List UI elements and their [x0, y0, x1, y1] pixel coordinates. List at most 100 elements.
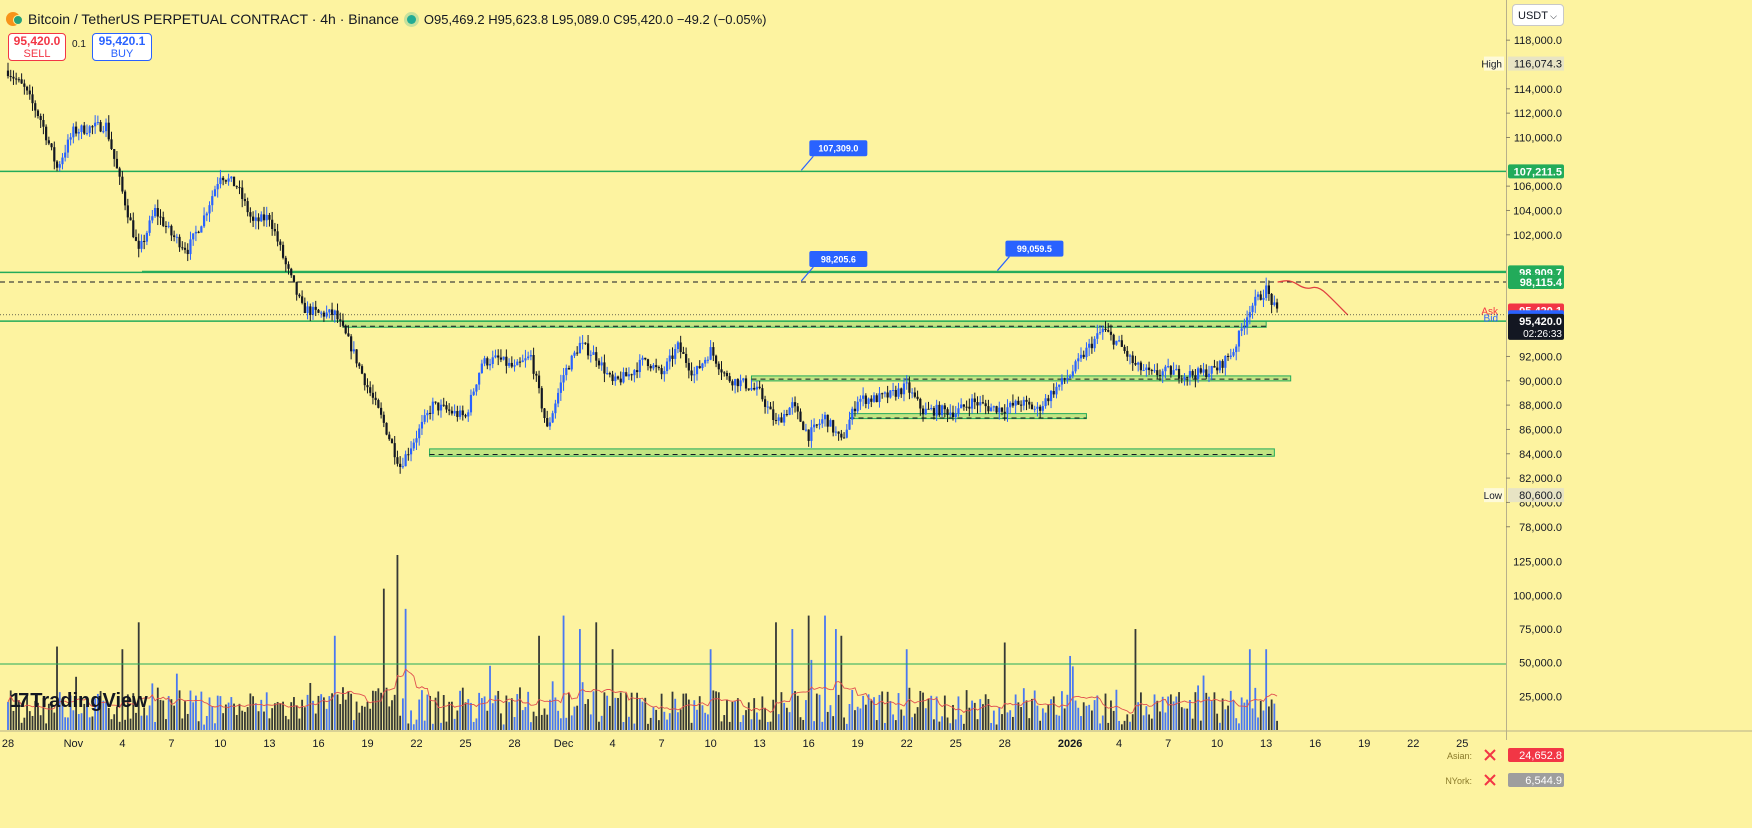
candle — [671, 355, 674, 359]
candle — [439, 404, 443, 411]
candle — [1169, 366, 1172, 375]
candle — [401, 466, 404, 468]
volume-bar — [935, 696, 938, 730]
volume-bar — [328, 696, 331, 730]
volume-bar — [273, 703, 276, 730]
volume-bar — [118, 721, 121, 730]
candle — [1226, 355, 1230, 357]
candle — [589, 354, 592, 356]
candle — [47, 140, 50, 144]
candle — [1063, 378, 1066, 380]
time-tick-label: 28 — [2, 738, 14, 750]
price-tick-label: 112,000.0 — [1514, 108, 1562, 120]
candle — [1196, 368, 1200, 379]
volume-bar — [1156, 700, 1159, 730]
volume-bar — [652, 706, 655, 730]
volume-bar — [15, 700, 18, 730]
level-label-2-box — [1508, 275, 1564, 290]
volume-bar — [396, 555, 399, 730]
candle — [205, 213, 208, 216]
volume-bar — [1240, 697, 1243, 730]
volume-bar — [497, 690, 500, 730]
volume-bar — [94, 698, 97, 730]
candle — [350, 336, 353, 352]
sell-button[interactable]: 95,420.0 SELL — [8, 33, 66, 61]
candle — [1052, 390, 1055, 395]
volume-bar — [946, 717, 949, 730]
volume-bar — [320, 694, 323, 730]
candle — [796, 406, 799, 412]
volume-bar — [208, 697, 211, 730]
symbol-title[interactable]: Bitcoin / TetherUS PERPETUAL CONTRACT · … — [28, 11, 399, 27]
candle — [134, 237, 138, 241]
candle — [924, 408, 927, 415]
candle — [706, 359, 709, 361]
volume-bar — [1259, 700, 1262, 730]
volume-bar — [224, 704, 227, 730]
candle — [649, 366, 652, 369]
time-tick-label: 16 — [312, 738, 324, 750]
candle — [115, 158, 119, 169]
time-tick-label: 2026 — [1058, 738, 1082, 750]
time-tick-label: 4 — [1116, 738, 1122, 750]
buy-button[interactable]: 95,420.1 BUY — [92, 33, 152, 61]
volume-bar — [911, 717, 914, 730]
candle — [276, 231, 279, 242]
candle — [1033, 408, 1036, 410]
tradingview-logo-icon: 17 — [10, 690, 29, 712]
volume-bar — [154, 721, 156, 730]
candle — [379, 407, 383, 415]
volume-bar — [745, 710, 747, 730]
candle — [298, 294, 301, 297]
candle — [1093, 338, 1096, 349]
volume-bar — [598, 721, 600, 730]
candle — [208, 205, 211, 214]
candle — [881, 393, 884, 395]
candle — [1186, 376, 1189, 378]
volume-bar — [486, 710, 489, 730]
volume-bar — [121, 649, 124, 730]
candle — [352, 349, 355, 352]
time-tick-label: 25 — [459, 738, 471, 750]
candle — [469, 394, 473, 413]
volume-bar — [791, 629, 794, 730]
volume-bar — [369, 708, 372, 730]
candle — [77, 132, 80, 134]
volume-bar — [805, 700, 807, 730]
volume-bar — [287, 719, 290, 730]
volume-bar — [992, 710, 995, 730]
candle — [1221, 361, 1224, 368]
candle — [1248, 312, 1251, 318]
volume-tick-label: 125,000.0 — [1513, 557, 1562, 569]
volume-bar — [666, 719, 668, 730]
time-tick-label: 22 — [901, 738, 913, 750]
time-tick-label: 10 — [704, 738, 716, 750]
candle — [532, 355, 535, 374]
volume-bar — [600, 715, 603, 730]
volume-bar — [1270, 699, 1273, 730]
volume-bar — [331, 693, 333, 730]
candle — [322, 312, 326, 317]
high-value-box — [1508, 56, 1564, 71]
volume-bar — [453, 718, 456, 730]
candle — [262, 214, 266, 221]
candle — [1224, 355, 1227, 368]
candle — [407, 454, 410, 456]
candle — [1028, 401, 1031, 405]
candle — [132, 220, 135, 238]
candle — [573, 352, 576, 356]
buy-label: BUY — [110, 48, 134, 60]
candle — [622, 372, 625, 383]
candle — [714, 355, 718, 364]
volume-bar — [1148, 714, 1150, 730]
candle — [821, 419, 824, 424]
volume-bar — [260, 699, 263, 730]
currency-select[interactable]: USDT ⌵ — [1512, 4, 1564, 26]
volume-bar — [628, 716, 630, 730]
candle — [638, 359, 641, 373]
volume-bar — [854, 710, 856, 730]
volume-bar — [69, 695, 72, 730]
volume-bar — [361, 705, 363, 730]
high-label-box — [1484, 56, 1504, 71]
